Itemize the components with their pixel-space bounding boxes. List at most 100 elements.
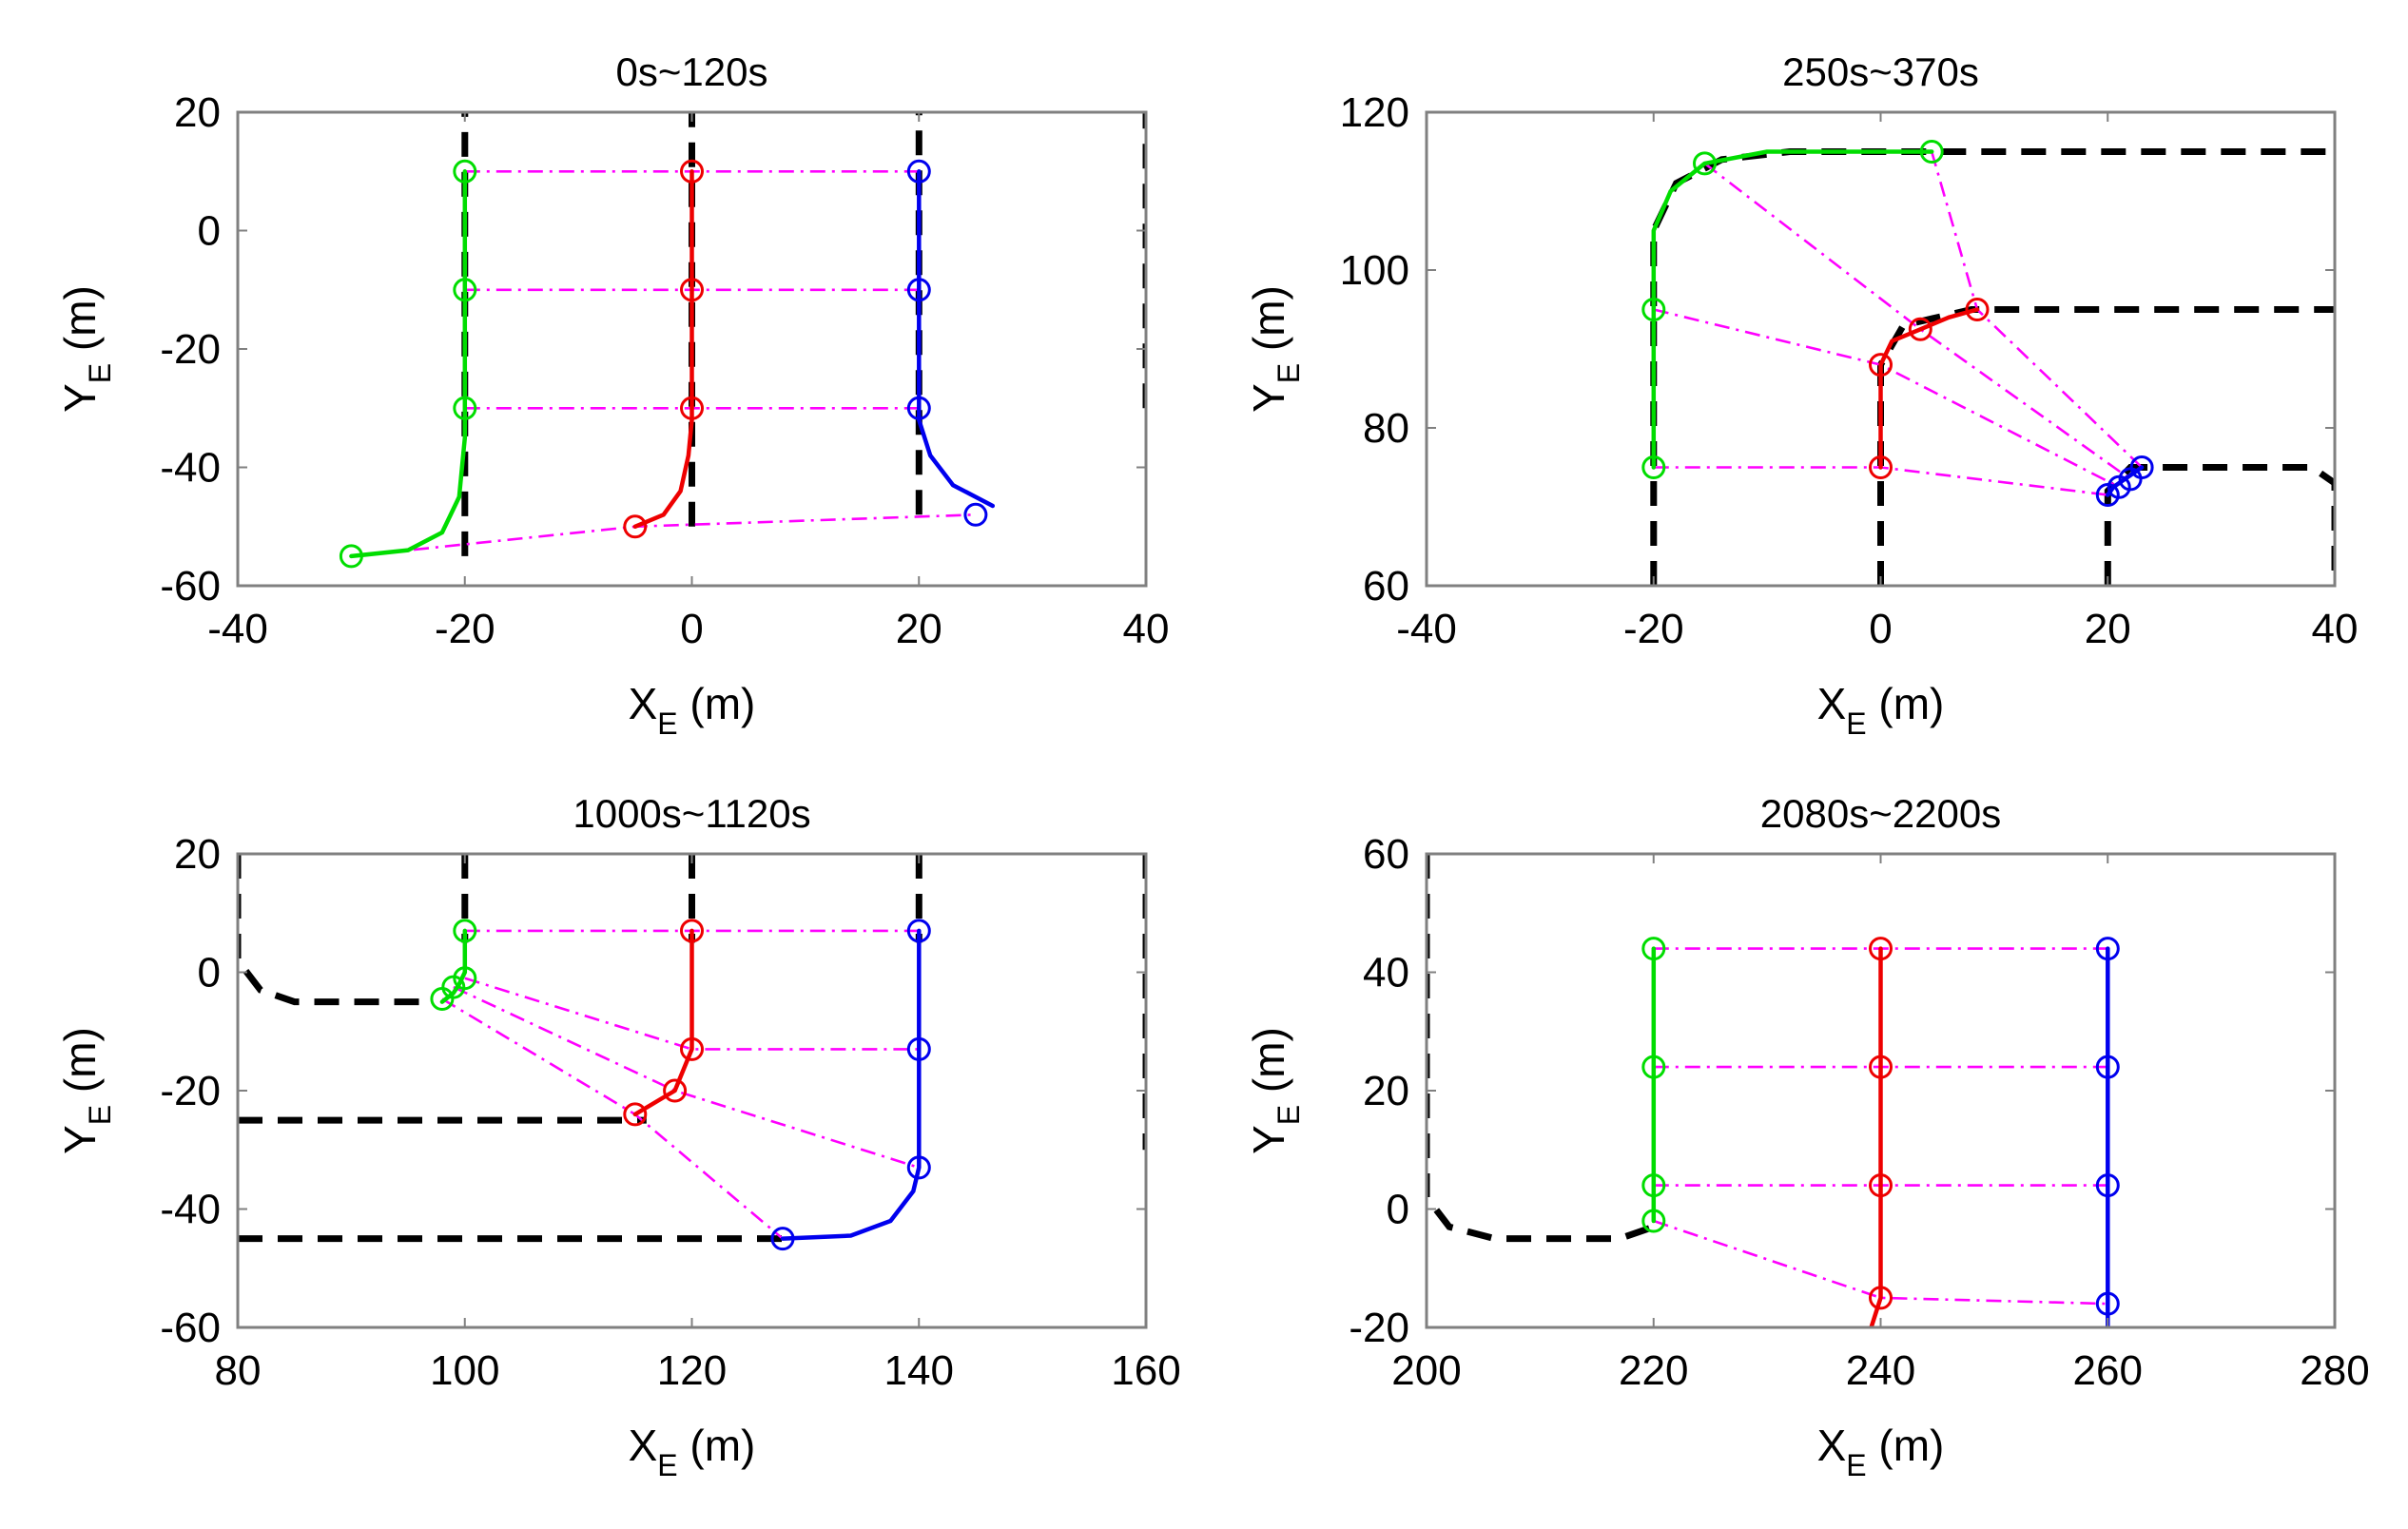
x-axis-label: XE (m) <box>629 679 756 741</box>
x-axis-label: XE (m) <box>1817 1421 1945 1482</box>
y-axis-label: YE (m) <box>55 285 117 413</box>
subplot-title: 2080s~2200s <box>1760 791 2001 836</box>
x-tick-label: 20 <box>896 606 942 652</box>
marker-blue-4 <box>770 1227 795 1251</box>
x-tick-label: 160 <box>1111 1347 1180 1394</box>
marker-red-3 <box>680 396 704 420</box>
reference-path-1 <box>1427 854 1655 1243</box>
x-tick-label: 220 <box>1619 1347 1688 1394</box>
marker-red-1 <box>1869 455 1893 479</box>
y-tick-label: 40 <box>1363 950 1409 997</box>
subplot-4: 200 220 240 260 280 -20 0 20 40 60 2080s~2200s XE (… <box>1244 791 2370 1482</box>
trajectory-green <box>1651 149 1934 470</box>
y-tick-label: -20 <box>160 326 221 373</box>
marker-green-3 <box>1641 1173 1666 1198</box>
y-axis-label: YE (m) <box>55 1027 117 1154</box>
plot-data <box>238 854 1146 1243</box>
trajectory-blue <box>917 169 996 509</box>
marker-blue-3 <box>906 396 931 420</box>
subplot-title: 250s~370s <box>1782 49 1979 94</box>
y-tick-label: -60 <box>160 1305 221 1351</box>
marker-green-4 <box>430 987 455 1011</box>
plot-area <box>238 854 1146 1327</box>
trajectory-red <box>1878 307 1980 470</box>
y-tick-label: 20 <box>174 89 221 136</box>
formation-link-3 <box>453 985 920 1170</box>
y-tick-label: 120 <box>1340 89 1409 136</box>
marker-blue-4 <box>2095 1291 2120 1316</box>
x-axis-label: XE (m) <box>1817 679 1945 741</box>
y-tick-label: 60 <box>1363 831 1409 878</box>
x-tick-label: -40 <box>207 606 268 652</box>
marker-blue-1 <box>906 159 931 184</box>
subplot-3: 80 100 120 140 160 -60 -40 -20 0 20 1000s~1120s XE … <box>55 791 1181 1482</box>
x-tick-label: 280 <box>2300 1347 2369 1394</box>
y-tick-label: 80 <box>1363 405 1409 452</box>
trajectory-red <box>632 928 694 1117</box>
marker-blue-2 <box>906 278 931 302</box>
x-tick-label: -20 <box>435 606 495 652</box>
marker-red-2 <box>1869 353 1893 377</box>
marker-green-4 <box>339 544 363 569</box>
marker-red-1 <box>680 159 704 184</box>
subplot-2: -40 -20 0 20 40 60 80 100 120 250s~370s XE (m) YE (… <box>1244 49 2358 741</box>
marker-blue-1 <box>2095 937 2120 961</box>
formation-link-4 <box>1653 1219 2108 1306</box>
trajectory-red <box>632 169 694 530</box>
x-tick-label: 80 <box>215 1347 262 1394</box>
y-tick-label: 20 <box>174 831 221 878</box>
marker-blue-3 <box>2095 1173 2120 1198</box>
y-tick-label: -40 <box>160 1187 221 1233</box>
reference-path-2 <box>1877 306 2335 586</box>
x-tick-label: 100 <box>430 1347 499 1394</box>
marker-red-2 <box>680 1036 704 1061</box>
x-axis-label: XE (m) <box>629 1421 756 1482</box>
y-tick-label: -60 <box>160 563 221 610</box>
subplot-title: 1000s~1120s <box>573 791 810 836</box>
marker-green-1 <box>453 159 477 184</box>
x-tick-label: 140 <box>884 1347 954 1394</box>
marker-green-4 <box>1641 1209 1666 1233</box>
y-tick-label: 0 <box>198 208 221 255</box>
x-tick-label: -20 <box>1623 606 1684 652</box>
marker-red-4 <box>1965 298 1990 321</box>
x-tick-label: 20 <box>2085 606 2131 652</box>
y-tick-label: 0 <box>1387 1187 1409 1233</box>
marker-green-1 <box>453 919 477 943</box>
marker-red-2 <box>680 278 704 302</box>
plot-area <box>1427 112 2335 586</box>
marker-red-4 <box>623 1102 648 1127</box>
trajectory-blue <box>780 928 922 1241</box>
marker-red-1 <box>1869 937 1893 961</box>
x-tick-label: 40 <box>1123 606 1170 652</box>
x-tick-label: 240 <box>1846 1347 1915 1394</box>
marker-green-2 <box>453 278 477 302</box>
marker-red-3 <box>1869 1173 1893 1198</box>
marker-blue-3 <box>906 1155 931 1180</box>
y-tick-label: -40 <box>160 445 221 492</box>
y-tick-label: 60 <box>1363 563 1409 610</box>
plot-data <box>1650 148 2335 586</box>
y-axis-label: YE (m) <box>1244 285 1306 413</box>
x-tick-label: 260 <box>2073 1347 2143 1394</box>
marker-green-3 <box>453 396 477 420</box>
marker-blue-4 <box>2129 455 2154 479</box>
x-tick-label: 200 <box>1391 1347 1461 1394</box>
x-tick-label: -40 <box>1396 606 1457 652</box>
x-tick-label: 0 <box>1869 606 1892 652</box>
y-tick-label: 0 <box>198 950 221 997</box>
marker-green-2 <box>1641 1055 1666 1079</box>
reference-path-1 <box>238 854 431 1006</box>
formation-link-3 <box>1703 162 2131 480</box>
trajectory-red <box>1869 946 1883 1327</box>
y-tick-label: -20 <box>1349 1305 1409 1351</box>
marker-red-4 <box>623 514 648 539</box>
y-tick-label: -20 <box>160 1068 221 1114</box>
subplot-title: 0s~120s <box>616 49 768 94</box>
y-axis-label: YE (m) <box>1244 1027 1306 1154</box>
formation-link-2 <box>464 977 920 1051</box>
x-tick-label: 120 <box>657 1347 727 1394</box>
